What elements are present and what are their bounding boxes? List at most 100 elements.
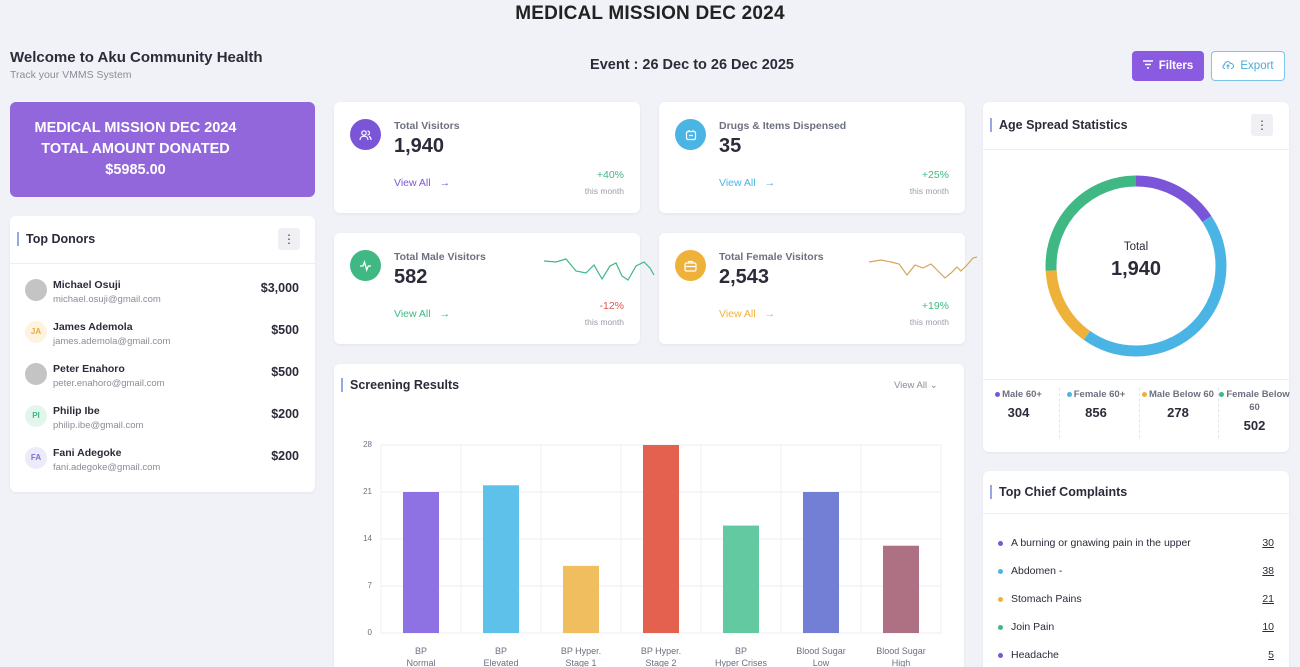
donor-amount: $500 — [271, 323, 299, 337]
x-tick-label: BP Hyper Crises — [711, 645, 771, 667]
pill-icon — [675, 119, 706, 150]
x-tick-label: Blood Sugar High — [871, 645, 931, 667]
complaint-count-link[interactable]: 30 — [1262, 537, 1274, 549]
complaint-count-link[interactable]: 10 — [1262, 621, 1274, 633]
avatar: FA — [25, 447, 47, 469]
x-tick-line: Low — [812, 658, 830, 667]
view-all-link[interactable]: View All → — [719, 308, 775, 320]
stat-value: 2,543 — [719, 266, 770, 288]
donor-amount: $500 — [271, 365, 299, 379]
sparkline-path — [869, 256, 978, 279]
complaint-item: Headache — [998, 649, 1059, 661]
avatar: PI — [25, 405, 47, 427]
stat-change: +19% — [921, 300, 949, 312]
complaint-count-link[interactable]: 5 — [1268, 649, 1274, 661]
sparkline-path — [544, 258, 655, 281]
screening-view-all[interactable]: View All ⌄ — [894, 380, 938, 391]
stat-label: Drugs & Items Dispensed — [719, 120, 847, 132]
x-tick-line: Stage 1 — [565, 658, 597, 667]
legend-dot — [1219, 391, 1225, 397]
users-icon — [350, 119, 381, 150]
divider — [1059, 388, 1060, 438]
stat-label: Total Male Visitors — [394, 251, 486, 263]
stat-label: Total Female Visitors — [719, 251, 824, 263]
age-legend-value: 278 — [1167, 405, 1189, 420]
complaint-count-link[interactable]: 21 — [1262, 593, 1274, 605]
donor-amount: $3,000 — [260, 281, 299, 295]
stat-change: -12% — [599, 300, 624, 312]
complaint-dot — [998, 596, 1003, 602]
complaint-item: Stomach Pains — [998, 593, 1082, 605]
filters-button[interactable]: Filters — [1132, 51, 1204, 81]
arrow-right-icon: → — [439, 177, 451, 189]
complaint-dot — [998, 540, 1003, 546]
x-tick-line: Normal — [406, 658, 436, 667]
donor-email: michael.osuji@gmail.com — [53, 294, 161, 305]
view-all-link[interactable]: View All → — [719, 177, 775, 189]
sparkline — [544, 258, 655, 281]
legend-text: Female 60+ — [1073, 389, 1126, 400]
x-tick-label: Blood Sugar Low — [791, 645, 851, 667]
briefcase-icon — [675, 250, 706, 281]
avatar: JA — [25, 321, 47, 343]
age-legend-item: Female 60+ 856 — [1060, 388, 1132, 420]
age-spread-title: Age Spread Statistics — [990, 118, 1128, 132]
complaint-item: Abdomen - — [998, 565, 1062, 577]
donor-email: fani.adegoke@gmail.com — [53, 462, 161, 473]
bar-chart — [380, 444, 942, 634]
y-tick-label: 21 — [363, 487, 372, 496]
banner-title: MEDICAL MISSION DEC 2024 — [34, 120, 237, 136]
age-legend-value: 502 — [1243, 418, 1266, 433]
divider — [1218, 388, 1219, 438]
bar — [483, 485, 519, 633]
legend-dot — [1066, 391, 1072, 397]
view-all-link[interactable]: View All → — [394, 308, 450, 320]
view-all-link[interactable]: View All → — [394, 177, 450, 189]
x-tick-line: BP Hyper. — [560, 646, 602, 656]
more-vertical-icon[interactable]: ⋮ — [278, 228, 300, 250]
donor-email: james.ademola@gmail.com — [53, 336, 171, 347]
stat-card: Total Male Visitors 582 View All → -12% this … — [334, 233, 655, 344]
x-tick-line: BP Hyper. — [640, 646, 682, 656]
view-all-label: View All — [394, 308, 431, 320]
legend-dot — [1142, 391, 1148, 397]
stat-card: Drugs & Items Dispensed 35 View All → +25% th… — [659, 102, 965, 213]
stat-value: 35 — [719, 135, 742, 157]
donor-name: Michael Osuji — [53, 279, 121, 291]
stat-label: Total Visitors — [394, 120, 460, 132]
screening-results-card: Screening Results View All ⌄ 0 7 14 21 28 BP N… — [334, 364, 964, 667]
bar — [563, 565, 599, 633]
donor-email: peter.enahoro@gmail.com — [53, 378, 165, 389]
stat-value: 1,940 — [394, 135, 445, 157]
view-all-label: View All — [894, 380, 928, 391]
age-legend-label: Female Below 60 — [1219, 388, 1290, 414]
export-label: Export — [1240, 60, 1274, 72]
x-tick-line: Stage 2 — [645, 658, 677, 667]
stat-period: this month — [584, 186, 624, 196]
top-donors-card: Top Donors ⋮ Michael Osuji michael.osuji@… — [10, 216, 315, 492]
stat-change: +25% — [921, 169, 949, 181]
avatar — [25, 363, 47, 385]
sparkline — [869, 256, 978, 279]
complaint-label: Abdomen - — [1011, 565, 1063, 577]
donut-segment — [1045, 175, 1227, 357]
x-tick-label: BP Elevated — [471, 645, 531, 667]
x-tick-line: BP — [414, 646, 427, 656]
x-tick-line: Elevated — [483, 658, 519, 667]
donor-amount: $200 — [271, 407, 299, 421]
y-tick-label: 7 — [367, 581, 372, 590]
y-tick-label: 0 — [367, 628, 372, 637]
arrow-right-icon: → — [439, 308, 451, 320]
complaint-count-link[interactable]: 38 — [1262, 565, 1274, 577]
stat-card: Total Female Visitors 2,543 View All → +19% t… — [659, 233, 978, 344]
complaint-label: A burning or gnawing pain in the upper — [1011, 537, 1191, 549]
x-tick-line: Hyper Crises — [714, 658, 767, 667]
welcome-heading: Welcome to Aku Community Health — [10, 49, 263, 66]
donor-amount: $200 — [271, 449, 299, 463]
more-vertical-icon[interactable]: ⋮ — [1251, 114, 1273, 136]
complaint-label: Headache — [1011, 649, 1059, 661]
stat-card: Total Visitors 1,940 View All → +40% this mon… — [334, 102, 640, 213]
view-all-label: View All — [719, 177, 756, 189]
complaint-item: A burning or gnawing pain in the upper — [998, 537, 1191, 549]
export-button[interactable]: Export — [1211, 51, 1285, 81]
